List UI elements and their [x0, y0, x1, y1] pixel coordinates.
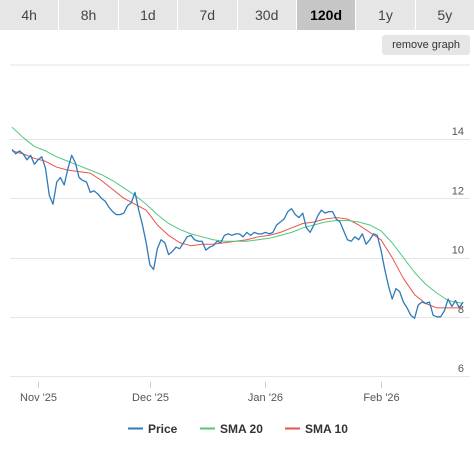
remove-graph-button[interactable]: remove graph: [382, 35, 470, 55]
y-tick-label: 10: [452, 245, 464, 257]
legend-item-sma-10[interactable]: SMA 10: [285, 422, 348, 436]
chart-grid: [10, 64, 470, 377]
series-line-price: [11, 148, 464, 319]
tab-120d[interactable]: 120d: [296, 0, 357, 30]
tab-7d[interactable]: 7d: [178, 0, 238, 30]
y-tick-label: 6: [458, 363, 464, 375]
x-axis-ticks: Nov '25 Dec '25 Jan '26 Feb '26: [20, 382, 400, 404]
x-tick-label: Feb '26: [363, 392, 399, 404]
chart-legend: Price SMA 20 SMA 10: [128, 422, 348, 436]
legend-label: SMA 10: [305, 422, 348, 436]
chart-series: [11, 126, 464, 319]
tab-1y[interactable]: 1y: [356, 0, 416, 30]
tab-30d[interactable]: 30d: [238, 0, 297, 30]
x-tick-label: Jan '26: [248, 392, 283, 404]
y-tick-label: 14: [452, 126, 464, 138]
x-tick-label: Nov '25: [20, 392, 57, 404]
tab-8h[interactable]: 8h: [59, 0, 119, 30]
series-line-sma-10: [11, 150, 463, 309]
y-tick-label: 8: [458, 304, 464, 316]
series-line-sma-20: [11, 126, 464, 304]
tab-5y[interactable]: 5y: [437, 7, 453, 23]
legend-item-price[interactable]: Price: [128, 422, 178, 436]
y-tick-label: 12: [452, 185, 464, 197]
tab-1d[interactable]: 1d: [119, 0, 179, 30]
legend-label: SMA 20: [220, 422, 263, 436]
legend-item-sma-20[interactable]: SMA 20: [200, 422, 263, 436]
time-range-tabs: 4h 8h 1d 7d 30d 120d 1y 5y: [0, 0, 474, 30]
legend-label: Price: [148, 422, 178, 436]
x-tick-label: Dec '25: [132, 392, 169, 404]
tab-4h[interactable]: 4h: [0, 0, 60, 30]
y-axis-ticks: 6 8 10 12 14: [452, 126, 464, 375]
